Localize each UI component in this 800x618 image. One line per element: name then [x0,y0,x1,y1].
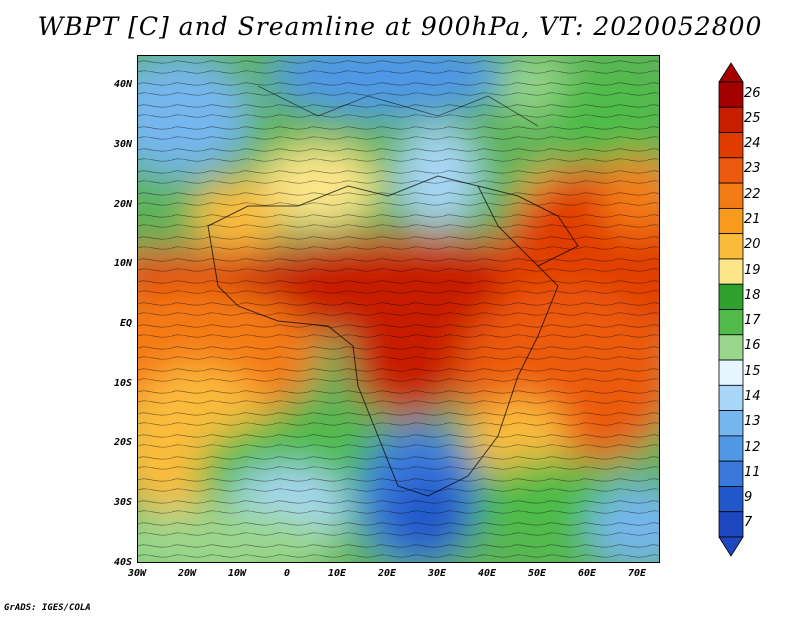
colorbar-box [718,81,744,108]
colorbar-label: 22 [744,186,761,202]
colorbar-label: 12 [744,439,761,455]
colorbar-label: 9 [744,490,753,506]
colorbar-label: 20 [744,237,761,253]
colorbar [718,62,744,557]
lon-label-20w: 20W [177,568,197,579]
colorbar-label: 25 [744,110,761,126]
colorbar-label: 16 [744,338,761,354]
lat-label-20n: 20N [113,199,132,210]
colorbar-label: 18 [744,287,761,303]
colorbar-box [718,460,744,487]
lon-label-20e: 20E [377,568,397,579]
lon-label-60e: 60E [577,568,597,579]
lon-label-70e: 70E [627,568,647,579]
colorbar-box [718,132,744,159]
colorbar-label: 7 [744,515,753,531]
colorbar-box [718,258,744,285]
colorbar-box [718,511,744,538]
colorbar-box [718,283,744,310]
colorbar-box [718,106,744,133]
map-panel [137,55,660,563]
colorbar-label: 14 [744,388,761,404]
lon-label-30e: 30E [427,568,447,579]
lat-label-30s: 30S [113,497,132,508]
lat-label-10n: 10N [113,258,132,269]
chart-title: WBPT [C] and Sreamline at 900hPa, VT: 20… [37,12,763,41]
lon-label-0: 0 [283,568,291,579]
colorbar-box [718,157,744,184]
lat-label-eq: EQ [119,318,132,329]
colorbar-box [718,182,744,209]
colorbar-box [718,334,744,361]
colorbar-label: 21 [744,212,761,228]
colorbar-label: 24 [744,136,761,152]
lat-label-20s: 20S [113,437,132,448]
colorbar-label: 15 [744,363,761,379]
lat-label-10s: 10S [113,378,132,389]
lon-label-50e: 50E [527,568,547,579]
colorbar-box [718,486,744,513]
lon-label-30w: 30W [127,568,147,579]
lon-label-10w: 10W [227,568,247,579]
colorbar-bottom-arrow [718,536,744,557]
lat-label-30n: 30N [113,139,132,150]
colorbar-top-arrow [718,62,744,83]
colorbar-label: 26 [744,85,761,101]
colorbar-box [718,207,744,235]
lon-label-10e: 10E [327,568,347,579]
lat-label-40n: 40N [113,79,132,90]
colorbar-box [718,233,744,260]
colorbar-label: 17 [744,313,761,329]
colorbar-box [718,384,744,412]
lon-label-40e: 40E [477,568,497,579]
colorbar-label: 13 [744,414,761,430]
colorbar-label: 19 [744,262,761,278]
colorbar-box [718,410,744,437]
lat-label-40s: 40S [113,557,132,568]
colorbar-label: 11 [744,464,761,480]
colorbar-label: 23 [744,161,761,177]
colorbar-box [718,435,744,462]
colorbar-box [718,309,744,336]
wbpt-field-map [138,56,659,562]
colorbar-box [718,359,744,386]
grads-credit: GrADS: IGES/COLA [4,603,91,613]
